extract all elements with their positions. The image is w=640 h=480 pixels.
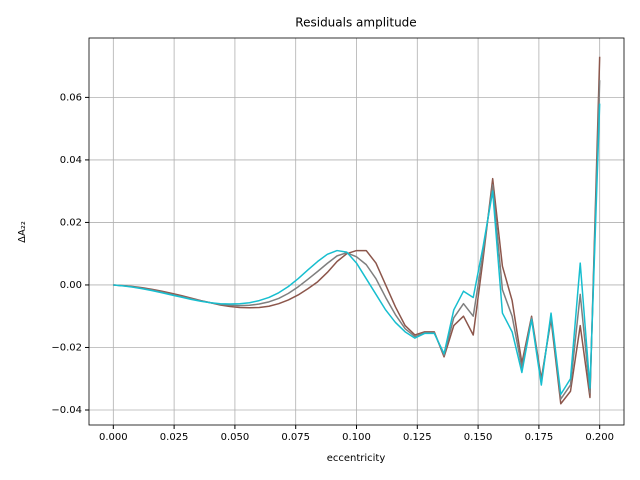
x-axis-label: eccentricity — [327, 453, 386, 464]
y-axis-label: ΔA₂₂ — [17, 221, 28, 243]
x-tick-label: 0.175 — [525, 432, 554, 443]
x-tick-label: 0.125 — [403, 432, 432, 443]
x-tick-label: 0.100 — [342, 432, 371, 443]
y-tick-label: −0.04 — [51, 405, 82, 416]
plot-frame — [88, 37, 625, 426]
x-tick-label: 0.075 — [281, 432, 310, 443]
x-tick-label: 0.200 — [585, 432, 614, 443]
y-tick-label: 0.04 — [60, 155, 82, 166]
x-tick-label: 0.150 — [464, 432, 493, 443]
series-line — [113, 103, 601, 396]
y-tick-label: 0.06 — [60, 92, 82, 103]
x-tick-label: 0.050 — [221, 432, 250, 443]
y-tick-label: −0.02 — [51, 342, 82, 353]
chart-title: Residuals amplitude — [295, 16, 416, 30]
x-tick-label: 0.000 — [99, 432, 128, 443]
y-tick-label: 0.02 — [60, 217, 82, 228]
y-tick-label: 0.00 — [60, 280, 82, 291]
x-tick-label: 0.025 — [160, 432, 189, 443]
